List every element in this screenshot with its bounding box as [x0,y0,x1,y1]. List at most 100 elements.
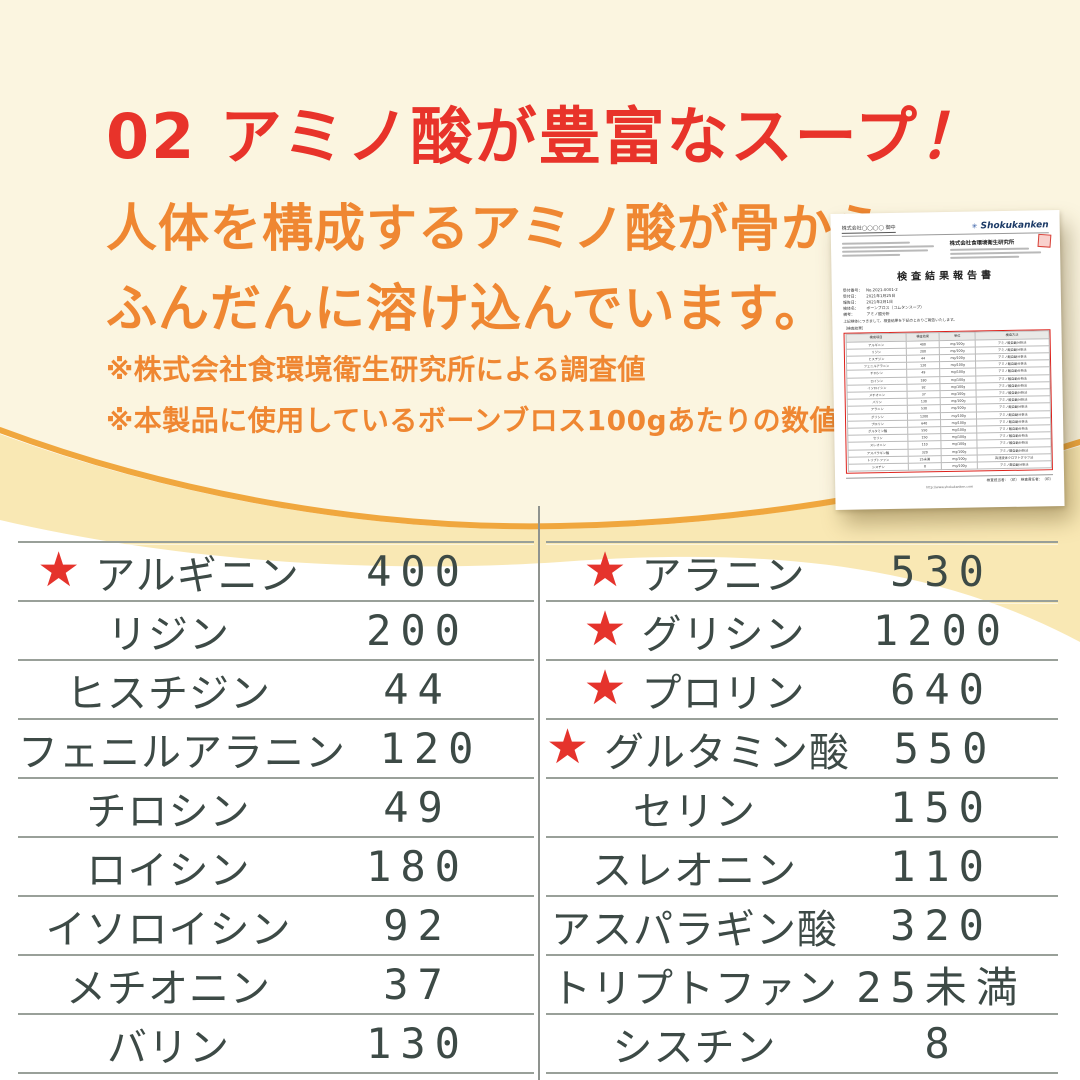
lab-address-lines [949,247,1050,259]
table-row: ★ プロリン 640 [546,659,1058,718]
amino-name: セリン [633,788,756,835]
page-title-text: 02 アミノ酸が豊富なスープ [106,100,919,173]
table-row: ★ グルタミン酸 550 [546,718,1058,777]
report-title: 検査結果報告書 [896,270,996,284]
amino-table: ★ アルギニン 400 リジン 200 ヒスチジン 44 フェニルアラニン 120 チロシン 49 ロ… [0,541,1080,1074]
amino-value: 25未満 [856,963,1027,1012]
table-row: リジン 200 [18,600,534,659]
lab-company-name: 株式会社食環境衛生研究所 [949,239,1015,247]
table-row: セリン 150 [546,777,1058,836]
amino-name: スレオニン [592,847,797,894]
amino-name-cell: アスパラギン酸 [546,897,843,955]
amino-name: プロリン [641,670,806,717]
amino-name: グリシン [641,611,806,658]
amino-name-cell: チロシン [18,779,319,837]
footnote-source: ※株式会社食環境衛生研究所による調査値 [106,353,646,386]
amino-name: トリプトファン [551,965,838,1012]
amino-name-cell: メチオニン [18,956,319,1014]
amino-value: 1200 [872,606,1011,655]
footnotes: ※株式会社食環境衛生研究所による調査値 ※本製品に使用しているボーンブロス100… [106,344,838,446]
amino-value: 550 [893,724,997,773]
amino-name-cell: ★ プロリン [546,661,843,719]
amino-value: 92 [383,901,452,950]
report-result-highlight-box: 検査項目 検査結果 単位 検査方法 アルギニン 400 mg/100g アミノ酸自動分析法 リジ… [843,329,1053,474]
table-row: イソロイシン 92 [18,895,534,954]
page-title: 02 アミノ酸が豊富なスープ！ [106,86,997,176]
amino-name-cell: フェニルアラニン [18,720,346,778]
amino-value: 320 [890,901,993,950]
amino-name: イソロイシン [45,906,292,953]
amino-value: 120 [379,724,483,773]
amino-value: 200 [366,606,469,655]
report-result-table: 検査項目 検査結果 単位 検査方法 アルギニン 400 mg/100g アミノ酸自動分析法 リジ… [845,331,1051,472]
exclamation-mark: ！ [914,100,997,173]
star-icon: ★ [583,541,628,598]
amino-name: チロシン [86,788,251,835]
amino-name: アラニン [641,552,806,599]
amino-name: メチオニン [66,965,271,1012]
amino-name: バリン [107,1024,230,1071]
amino-name-cell: バリン [18,1015,319,1073]
report-result: 8 [908,462,942,471]
shokukanken-logo: ✳ Shokukanken [971,220,1049,232]
amino-value: 49 [383,783,452,832]
amino-name-cell: スレオニン [546,838,843,896]
lab-report-thumbnail: 株式会社◯◯◯◯ 御中 ✳ Shokukanken 株式会社食環境衛生研究所 検… [830,210,1065,510]
report-unit: mg/100g [941,462,978,470]
amino-name-cell: ★ グリシン [546,602,843,660]
company-seal-stamp [1037,233,1052,248]
amino-name: フェニルアラニン [18,729,346,776]
amino-name-cell: ★ アラニン [546,543,843,601]
table-row: ロイシン 180 [18,836,534,895]
amino-name-cell: トリプトファン [546,956,843,1014]
table-divider [538,506,540,1080]
table-row: ★ アルギニン 400 [18,541,534,600]
amino-name: ヒスチジン [66,670,271,717]
amino-name: ロイシン [86,847,251,894]
table-row: ヒスチジン 44 [18,659,534,718]
table-row: スレオニン 110 [546,836,1058,895]
logo-spark-icon: ✳ [971,222,978,231]
report-item: シスチン [847,463,909,472]
table-row: シスチン 8 [546,1013,1058,1072]
amino-name-cell: シスチン [546,1015,843,1073]
table-row: チロシン 49 [18,777,534,836]
amino-name: リジン [107,611,230,658]
amino-name: アスパラギン酸 [551,906,838,953]
amino-value: 150 [890,783,993,832]
amino-value: 37 [383,960,452,1009]
amino-value: 640 [890,665,993,714]
star-icon: ★ [583,659,628,716]
amino-table-right-column: ★ アラニン 530 ★ グリシン 1200 ★ プロリン 640 ★ グルタミン酸 550 セリン 15… [546,541,1058,1074]
table-row: フェニルアラニン 120 [18,718,534,777]
table-row: メチオニン 37 [18,954,534,1013]
table-row: ★ アラニン 530 [546,541,1058,600]
lab-company-block: 株式会社食環境衛生研究所 [949,233,1052,261]
lead-line-2: ふんだんに溶け込んでいます。 [106,280,827,339]
amino-value: 130 [366,1019,469,1068]
table-row: バリン 130 [18,1013,534,1072]
amino-value: 400 [366,547,469,596]
amino-name: シスチン [612,1024,777,1071]
report-address-block: 株式会社食環境衛生研究所 [841,233,1052,263]
star-icon: ★ [37,541,82,598]
amino-name-cell: リジン [18,602,319,660]
lead-text: 人体を構成するアミノ酸が骨から ふんだんに溶け込んでいます。 [106,190,885,350]
lead-line-1: 人体を構成するアミノ酸が骨から [106,200,885,259]
table-row: トリプトファン 25未満 [546,954,1058,1013]
amino-name-cell: イソロイシン [18,897,319,955]
amino-name-cell: ロイシン [18,838,319,896]
footnote-basis: ※本製品に使用しているボーンブロス100gあたりの数値 [106,404,839,437]
recipient-address-lines [841,239,940,263]
amino-value: 8 [924,1019,959,1068]
report-footer: 検査担当者：（印） 検査責任者：（印） http://www.shokukank… [846,473,1054,491]
amino-value: 180 [366,842,469,891]
report-method: アミノ酸自動分析法 [977,460,1051,470]
amino-value: 44 [383,665,452,714]
report-meta: 受付番号： No.2021-0001-2 受付日： 2021年1月25日 報告日： … [843,285,1050,318]
amino-value: 530 [890,547,993,596]
report-header: 株式会社◯◯◯◯ 御中 ✳ Shokukanken [841,220,1049,237]
amino-name: グルタミン酸 [604,729,851,776]
amino-name-cell: ヒスチジン [18,661,319,719]
report-recipient: 株式会社◯◯◯◯ 御中 [841,223,896,234]
